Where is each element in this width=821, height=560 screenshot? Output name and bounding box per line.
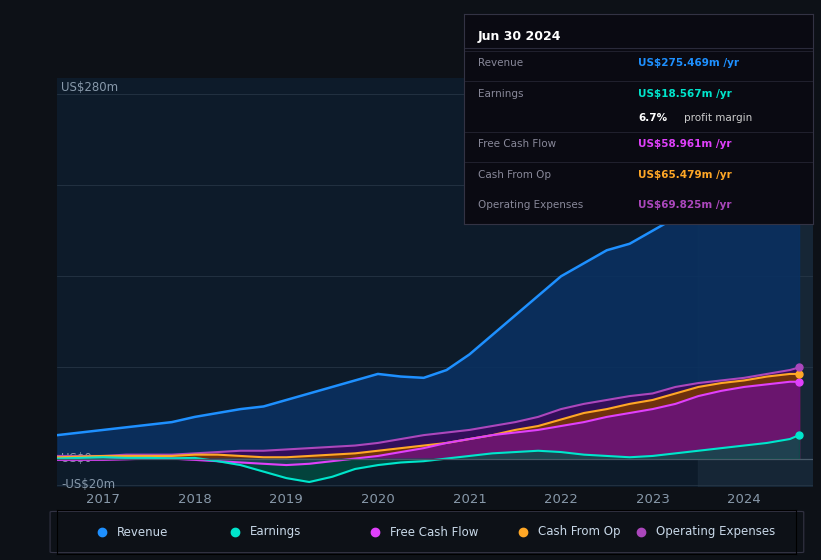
Text: profit margin: profit margin <box>684 113 752 123</box>
Text: Earnings: Earnings <box>250 525 301 539</box>
Text: US$280m: US$280m <box>62 81 118 94</box>
Text: US$69.825m /yr: US$69.825m /yr <box>639 200 732 210</box>
Text: US$275.469m /yr: US$275.469m /yr <box>639 58 740 68</box>
Text: Cash From Op: Cash From Op <box>538 525 620 539</box>
Point <box>792 363 805 372</box>
Text: US$58.961m /yr: US$58.961m /yr <box>639 139 732 149</box>
Text: US$0: US$0 <box>62 452 92 465</box>
Text: Revenue: Revenue <box>117 525 168 539</box>
Bar <box>699 78 813 487</box>
Text: Operating Expenses: Operating Expenses <box>656 525 775 539</box>
FancyBboxPatch shape <box>50 511 804 553</box>
Point <box>792 94 805 102</box>
Text: US$65.479m /yr: US$65.479m /yr <box>639 170 732 180</box>
Text: -US$20m: -US$20m <box>62 478 116 491</box>
Text: Revenue: Revenue <box>478 58 523 68</box>
Text: Cash From Op: Cash From Op <box>478 170 551 180</box>
Text: 6.7%: 6.7% <box>639 113 667 123</box>
Text: Free Cash Flow: Free Cash Flow <box>390 525 479 539</box>
Point <box>792 370 805 379</box>
Text: Jun 30 2024: Jun 30 2024 <box>478 30 562 43</box>
Point <box>792 377 805 386</box>
Text: Operating Expenses: Operating Expenses <box>478 200 583 210</box>
Text: Free Cash Flow: Free Cash Flow <box>478 139 556 149</box>
Text: Earnings: Earnings <box>478 89 523 99</box>
Text: US$18.567m /yr: US$18.567m /yr <box>639 89 732 99</box>
Point <box>792 431 805 440</box>
